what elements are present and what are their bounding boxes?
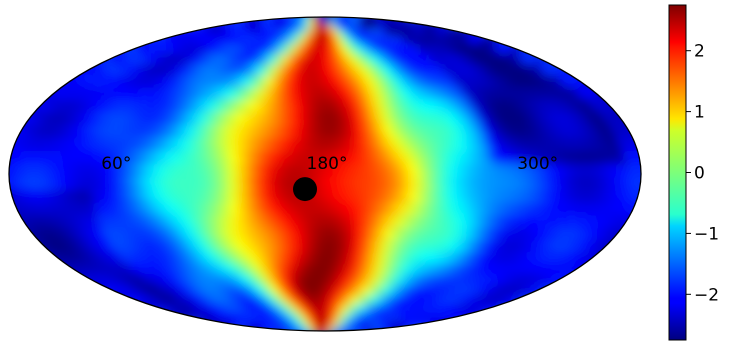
colorbar-tick-label: −2 xyxy=(694,285,719,305)
longitude-label-300: 300° xyxy=(517,154,558,174)
colorbar-tick-label: −1 xyxy=(694,224,719,244)
source-marker xyxy=(293,177,317,202)
colorbar-tick-label: 1 xyxy=(694,103,705,123)
colorbar-tick-label: 0 xyxy=(694,164,705,184)
colorbar-tick-label: 2 xyxy=(694,42,705,62)
longitude-label-180: 180° xyxy=(307,154,348,174)
longitude-label-60: 60° xyxy=(101,154,131,174)
colorbar-gradient xyxy=(668,4,687,341)
colorbar: 2 1 0 −1 −2 xyxy=(668,4,719,341)
field-cell xyxy=(317,17,333,25)
sky-field xyxy=(9,17,641,331)
sky-map: 60° 180° 300° xyxy=(8,16,642,332)
longitude-labels: 60° 180° 300° xyxy=(101,154,558,174)
map-outline xyxy=(8,16,642,332)
colorbar-ticks: 2 1 0 −1 −2 xyxy=(686,42,719,305)
